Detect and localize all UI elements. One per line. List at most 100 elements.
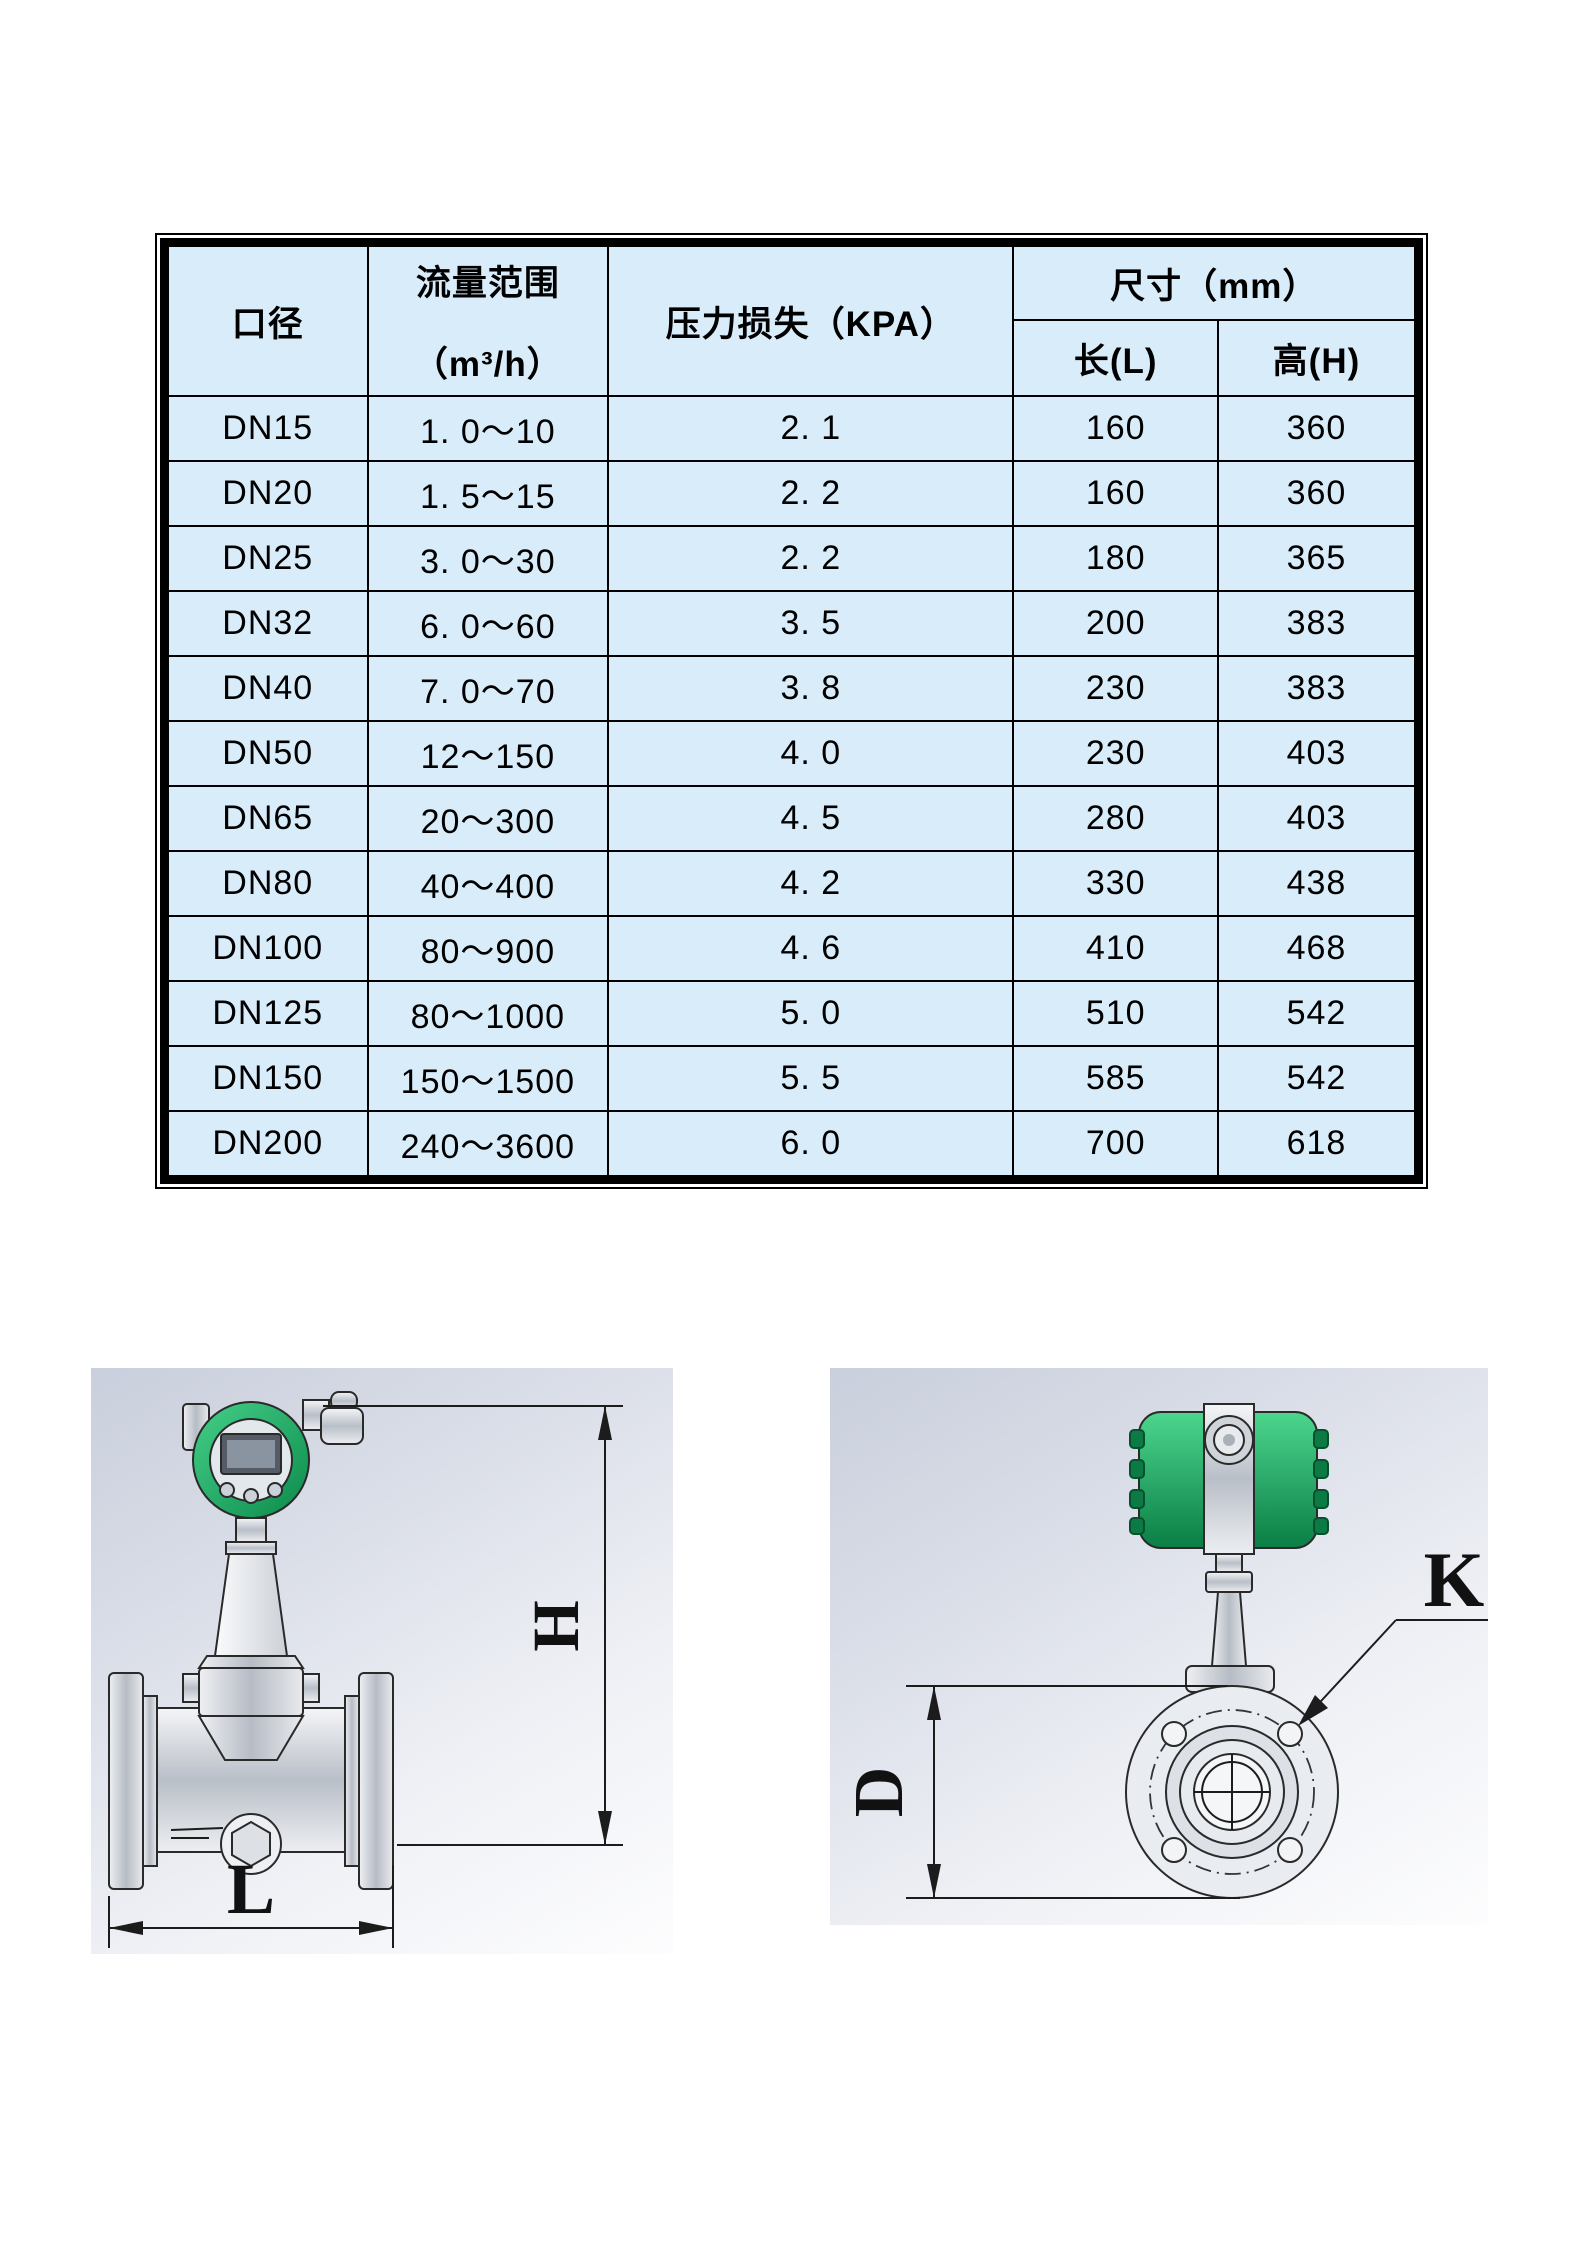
housing-bolt-center — [1223, 1434, 1235, 1446]
cable-gland — [320, 1407, 364, 1445]
cell-flow: 80～1000 — [366, 980, 610, 1047]
neck-collar — [225, 1541, 277, 1555]
cell-height: 383 — [1216, 655, 1417, 722]
bolt-hole — [1277, 1721, 1303, 1747]
callout-label-k: K — [1424, 1536, 1485, 1623]
dimension-label-l: L — [227, 1849, 275, 1929]
cell-flow: 6. 0～60 — [366, 590, 610, 657]
cell-flow: 3. 0～30 — [366, 525, 610, 592]
spec-table-border: 口径 流量范围 （m³/h） 压力损失（KPA） 尺寸（mm） 长(L) 高(H… — [160, 238, 1423, 1184]
cell-height: 383 — [1216, 590, 1417, 657]
arrow-left-icon — [109, 1921, 143, 1935]
bonnet-tab-left — [182, 1673, 200, 1703]
col-header-length: 长(L) — [1012, 319, 1219, 397]
cell-dn: DN125 — [167, 980, 369, 1047]
dimension-label-d: D — [841, 1767, 918, 1818]
cell-loss: 4. 0 — [607, 720, 1015, 787]
bonnet-body — [198, 1667, 304, 1717]
cell-height: 365 — [1216, 525, 1417, 592]
cell-flow: 150～1500 — [366, 1045, 610, 1112]
side-view-svg: D K — [841, 1403, 1488, 1899]
col-header-pressure-loss: 压力损失（KPA） — [607, 245, 1015, 397]
table-row: DN200 240～3600 6. 0 700 618 — [167, 1110, 1417, 1177]
cell-loss: 5. 0 — [607, 980, 1015, 1047]
cell-length: 160 — [1012, 395, 1219, 462]
dimension-h: H — [323, 1405, 623, 1846]
cell-dn: DN20 — [167, 460, 369, 527]
table-row: DN15 1. 0～10 2. 1 160 360 — [167, 395, 1417, 462]
cell-height: 403 — [1216, 720, 1417, 787]
button — [267, 1482, 283, 1498]
cell-dn: DN50 — [167, 720, 369, 787]
cell-loss: 4. 6 — [607, 915, 1015, 982]
cell-dn: DN200 — [167, 1110, 369, 1177]
cell-dn: DN15 — [167, 395, 369, 462]
cell-flow: 40～400 — [366, 850, 610, 917]
arrow-down-icon — [927, 1864, 941, 1898]
flowmeter-front-view-drawing: H L — [91, 1368, 673, 1954]
hex-collar — [1205, 1571, 1253, 1593]
callout-k-leader — [1309, 1619, 1397, 1714]
cell-length: 585 — [1012, 1045, 1219, 1112]
support-cone — [213, 1553, 289, 1657]
arrow-down-icon — [598, 1811, 612, 1845]
bonnet-taper — [197, 1715, 305, 1761]
cell-flow: 240～3600 — [366, 1110, 610, 1177]
cell-loss: 5. 5 — [607, 1045, 1015, 1112]
left-flange — [108, 1672, 144, 1890]
cell-flow: 12～150 — [366, 720, 610, 787]
cell-dn: DN32 — [167, 590, 369, 657]
bonnet-tab-right — [302, 1673, 320, 1703]
cell-height: 468 — [1216, 915, 1417, 982]
neck — [235, 1517, 267, 1543]
table-row: DN125 80～1000 5. 0 510 542 — [167, 980, 1417, 1047]
cell-dn: DN150 — [167, 1045, 369, 1112]
cell-length: 510 — [1012, 980, 1219, 1047]
arrow-up-icon — [598, 1406, 612, 1440]
flowmeter-side-view-drawing: D K — [830, 1368, 1488, 1925]
cell-flow: 80～900 — [366, 915, 610, 982]
cell-height: 360 — [1216, 460, 1417, 527]
dimension-l: L — [108, 1849, 394, 1948]
cell-loss: 4. 2 — [607, 850, 1015, 917]
neck-stub — [1215, 1553, 1243, 1573]
right-flange — [358, 1672, 394, 1890]
col-header-diameter: 口径 — [167, 245, 369, 397]
cell-length: 230 — [1012, 655, 1219, 722]
col-header-height: 高(H) — [1216, 319, 1417, 397]
arrow-up-icon — [927, 1686, 941, 1720]
housing-ribs — [1129, 1429, 1329, 1535]
spec-table: 口径 流量范围 （m³/h） 压力损失（KPA） 尺寸（mm） 长(L) 高(H… — [167, 245, 1417, 1177]
transmitter-housing — [1129, 1403, 1329, 1555]
flow-range-label: 流量范围 — [415, 264, 560, 303]
cell-length: 280 — [1012, 785, 1219, 852]
table-row: DN65 20～300 4. 5 280 403 — [167, 785, 1417, 852]
cell-loss: 3. 5 — [607, 590, 1015, 657]
cell-length: 200 — [1012, 590, 1219, 657]
spec-table-frame: 口径 流量范围 （m³/h） 压力损失（KPA） 尺寸（mm） 长(L) 高(H… — [155, 233, 1428, 1189]
bolt-circle — [1149, 1709, 1315, 1875]
cell-height: 542 — [1216, 980, 1417, 1047]
callout-k: K — [1298, 1536, 1488, 1726]
cell-length: 700 — [1012, 1110, 1219, 1177]
table-row: DN50 12～150 4. 0 230 403 — [167, 720, 1417, 787]
cell-height: 618 — [1216, 1110, 1417, 1177]
arrow-leader-icon — [1298, 1695, 1328, 1726]
stem — [1210, 1591, 1248, 1667]
dimension-label-h: H — [520, 1600, 593, 1651]
flange-face — [1125, 1685, 1339, 1899]
cell-flow: 7. 0～70 — [366, 655, 610, 722]
cell-flow: 1. 0～10 — [366, 395, 610, 462]
cell-length: 410 — [1012, 915, 1219, 982]
table-row: DN25 3. 0～30 2. 2 180 365 — [167, 525, 1417, 592]
lcd-screen — [227, 1440, 275, 1468]
arrow-right-icon — [359, 1921, 393, 1935]
cell-dn: DN80 — [167, 850, 369, 917]
bolt-hole — [1161, 1721, 1187, 1747]
cell-flow: 1. 5～15 — [366, 460, 610, 527]
col-header-size-group: 尺寸（mm） — [1012, 245, 1416, 321]
cell-dn: DN25 — [167, 525, 369, 592]
cell-length: 160 — [1012, 460, 1219, 527]
left-flange-plate — [142, 1695, 158, 1867]
bolt-hole — [1277, 1837, 1303, 1863]
